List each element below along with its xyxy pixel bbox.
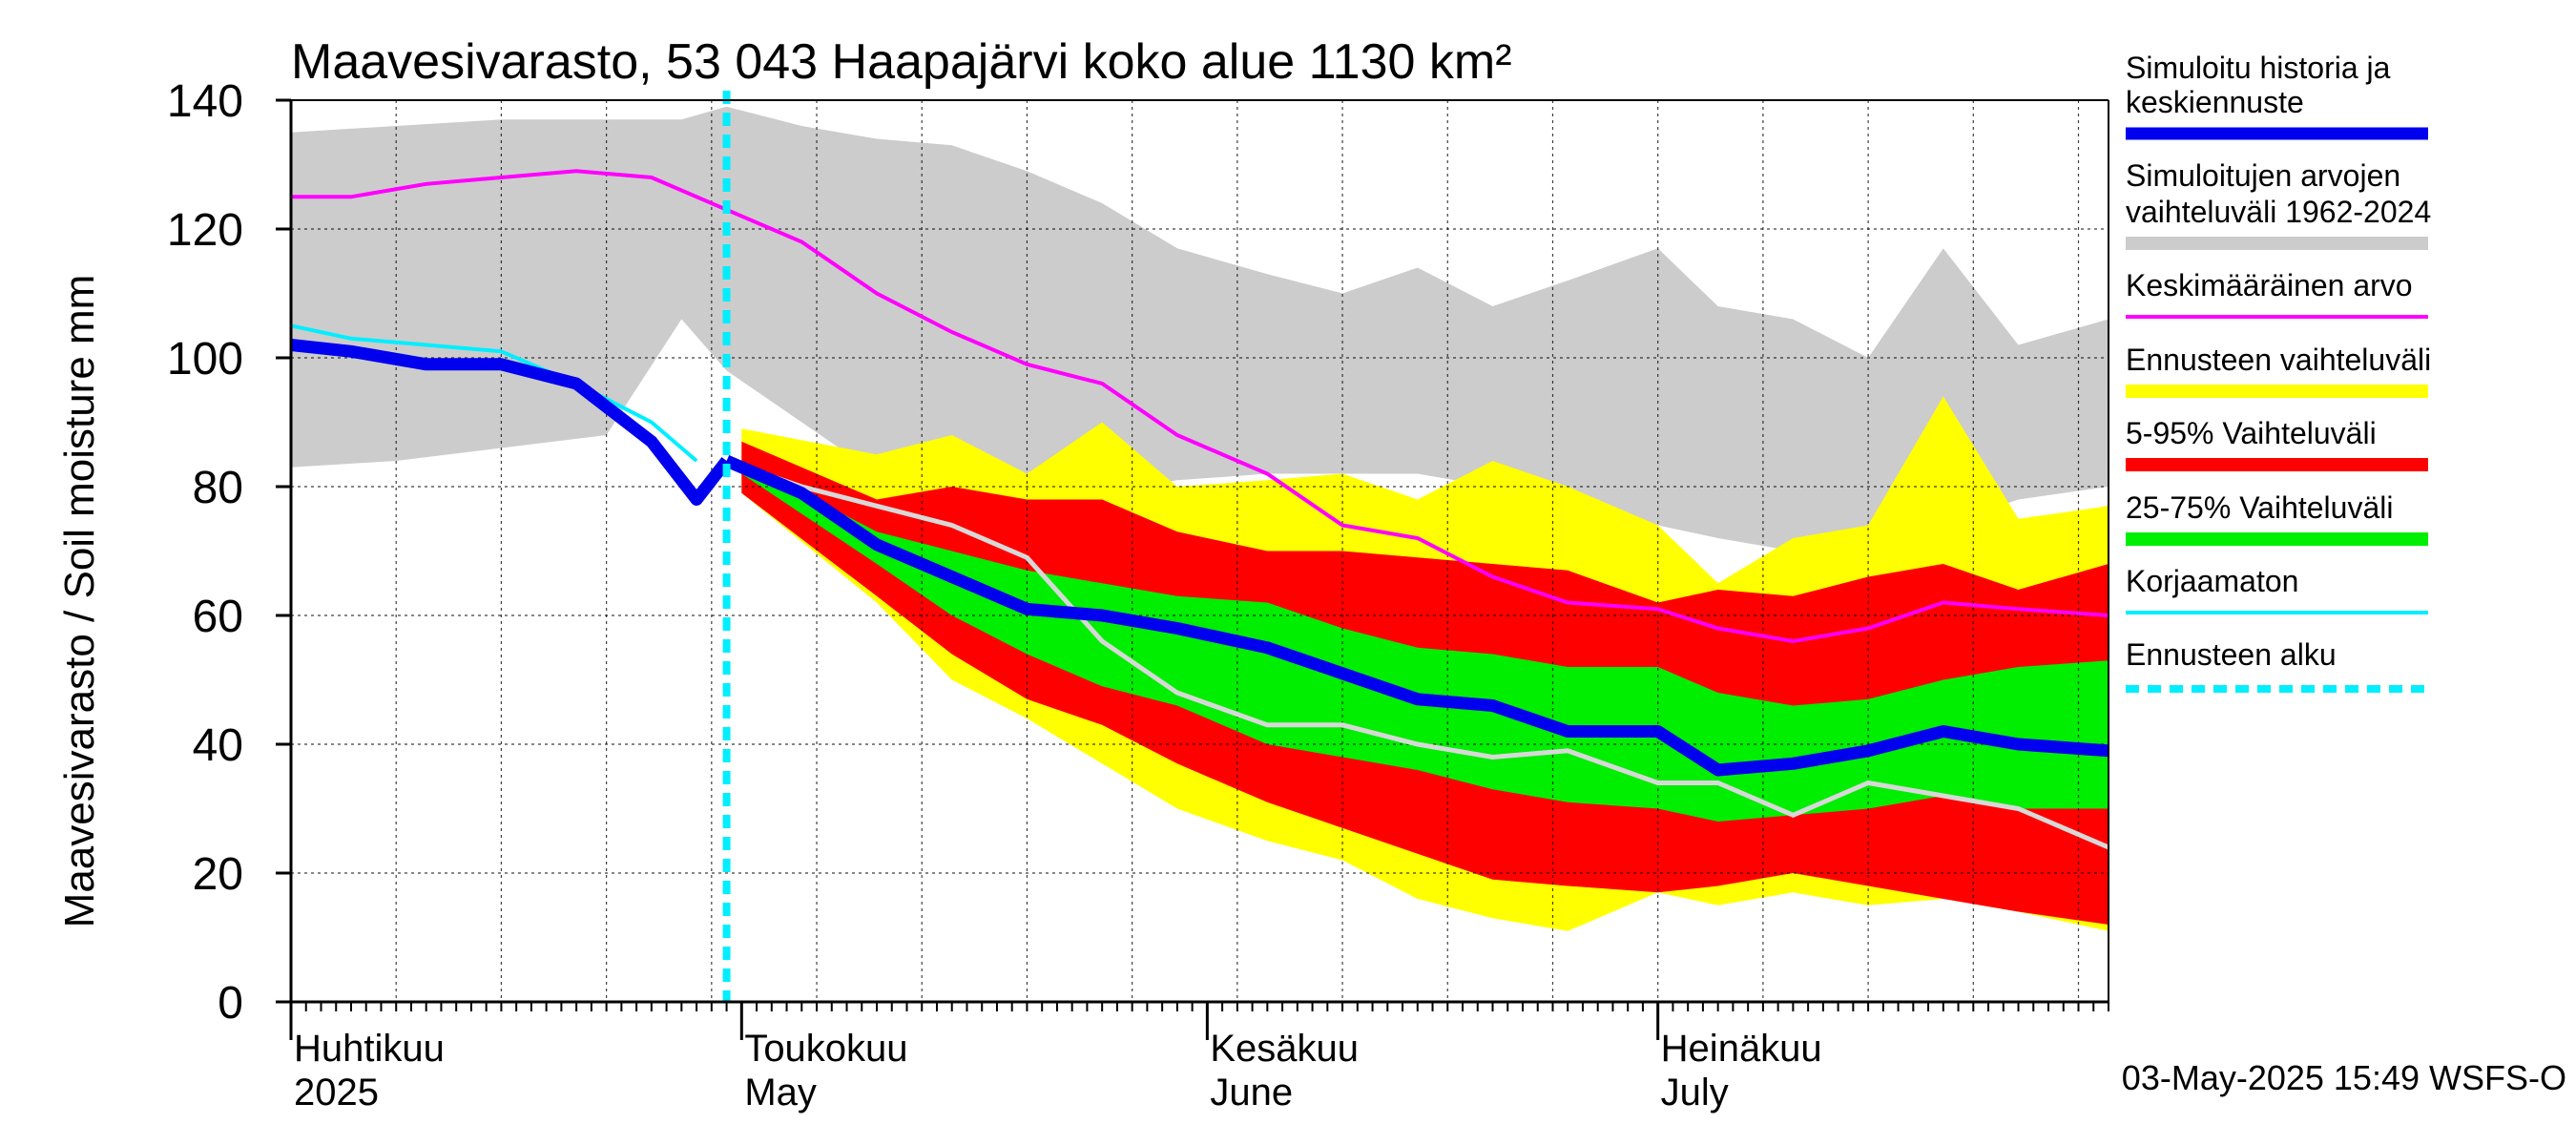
- legend-label: Ennusteen alku: [2126, 637, 2337, 672]
- x-month-sublabel: 2025: [294, 1072, 379, 1114]
- p25-75-band: [741, 461, 2109, 822]
- y-tick-label: 40: [193, 720, 243, 771]
- x-month-sublabel: June: [1210, 1072, 1293, 1114]
- median-forecast-line: [724, 455, 2109, 777]
- mean-value-line: [291, 169, 2109, 644]
- legend-label: Keskimääräinen arvo: [2126, 268, 2413, 302]
- x-month-label: Heinäkuu: [1661, 1028, 1822, 1070]
- y-tick-label: 0: [218, 978, 243, 1029]
- x-month-sublabel: May: [744, 1072, 817, 1114]
- legend-label: Ennusteen vaihteluväli: [2126, 343, 2431, 377]
- legend-label: vaihteluväli 1962-2024: [2126, 195, 2431, 229]
- x-month-label: Toukokuu: [744, 1028, 907, 1070]
- plot-area: [290, 91, 2109, 1002]
- legend-label: keskiennuste: [2126, 85, 2304, 119]
- y-axis-label: Maavesivarasto / Soil moisture mm: [56, 275, 103, 928]
- x-month-sublabel: July: [1661, 1072, 1729, 1114]
- legend-label: 25-75% Vaihteluväli: [2126, 490, 2393, 525]
- x-month-label: Kesäkuu: [1210, 1028, 1359, 1070]
- legend-label: Simuloitu historia ja: [2126, 51, 2391, 85]
- chart-title: Maavesivarasto, 53 043 Haapajärvi koko a…: [291, 34, 1512, 90]
- y-tick-label: 100: [167, 334, 243, 385]
- legend-label: Korjaamaton: [2126, 564, 2298, 598]
- legend-label: 5-95% Vaihteluväli: [2126, 416, 2377, 450]
- y-tick-label: 120: [167, 205, 243, 256]
- legend-label: Simuloitujen arvojen: [2126, 158, 2400, 193]
- x-month-label: Huhtikuu: [294, 1028, 445, 1070]
- uncorrected-line: [290, 323, 698, 463]
- simulated-history-line: [290, 339, 732, 506]
- y-tick-label: 140: [167, 76, 243, 127]
- footer-timestamp: 03-May-2025 15:49 WSFS-O: [2122, 1058, 2566, 1097]
- y-tick-label: 20: [193, 849, 243, 900]
- y-tick-label: 60: [193, 592, 243, 642]
- y-tick-label: 80: [193, 463, 243, 513]
- uncorrected-forecast-line: [725, 458, 2109, 850]
